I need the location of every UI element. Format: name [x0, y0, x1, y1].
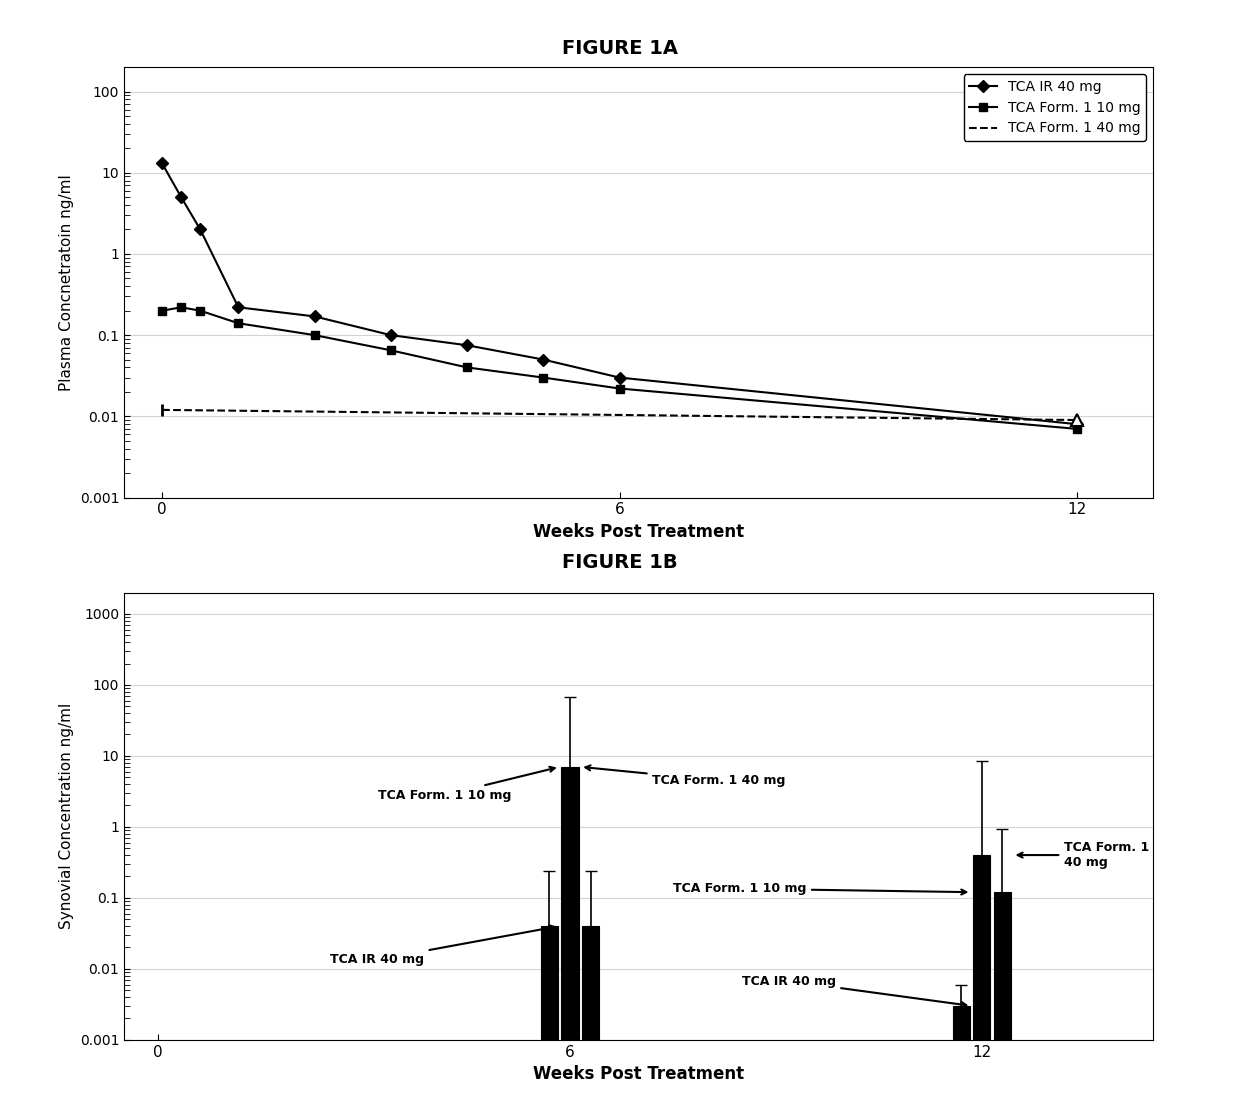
TCA IR 40 mg	[1070, 417, 1085, 430]
Text: TCA Form. 1 40 mg: TCA Form. 1 40 mg	[585, 766, 786, 787]
Text: TCA IR 40 mg: TCA IR 40 mg	[742, 975, 966, 1007]
Legend: TCA IR 40 mg, TCA Form. 1 10 mg, TCA Form. 1 40 mg: TCA IR 40 mg, TCA Form. 1 10 mg, TCA For…	[963, 74, 1146, 141]
TCA IR 40 mg	[192, 222, 207, 236]
Text: TCA Form. 1 10 mg: TCA Form. 1 10 mg	[673, 882, 966, 896]
Y-axis label: Plasma Concnetratoin ng/ml: Plasma Concnetratoin ng/ml	[60, 174, 74, 390]
TCA IR 40 mg	[536, 353, 551, 367]
Bar	[993, 892, 1011, 1118]
TCA Form. 1 10 mg	[192, 304, 207, 318]
TCA IR 40 mg	[231, 301, 246, 314]
X-axis label: Weeks Post Treatment: Weeks Post Treatment	[533, 523, 744, 541]
TCA IR 40 mg	[460, 339, 475, 352]
Line: TCA IR 40 mg: TCA IR 40 mg	[157, 159, 1081, 428]
Line: TCA Form. 1 10 mg: TCA Form. 1 10 mg	[157, 303, 1081, 433]
Bar	[541, 926, 558, 1118]
Text: TCA Form. 1
40 mg: TCA Form. 1 40 mg	[1018, 841, 1149, 869]
TCA Form. 1 10 mg	[231, 316, 246, 330]
TCA Form. 1 10 mg	[174, 301, 188, 314]
TCA Form. 1 10 mg	[460, 361, 475, 375]
TCA IR 40 mg	[613, 371, 627, 385]
TCA Form. 1 10 mg	[383, 343, 398, 357]
Bar	[562, 767, 579, 1118]
TCA IR 40 mg	[383, 329, 398, 342]
Text: FIGURE 1A: FIGURE 1A	[562, 39, 678, 58]
TCA IR 40 mg	[174, 190, 188, 203]
X-axis label: Weeks Post Treatment: Weeks Post Treatment	[533, 1065, 744, 1083]
TCA Form. 1 10 mg	[536, 371, 551, 385]
TCA IR 40 mg	[155, 157, 170, 170]
TCA Form. 1 10 mg	[308, 329, 322, 342]
Text: TCA IR 40 mg: TCA IR 40 mg	[330, 926, 554, 966]
Y-axis label: Synovial Concentration ng/ml: Synovial Concentration ng/ml	[60, 703, 74, 929]
TCA IR 40 mg	[308, 310, 322, 323]
TCA Form. 1 10 mg	[1070, 423, 1085, 436]
Bar	[973, 855, 991, 1118]
Bar	[952, 1006, 970, 1118]
Bar	[582, 926, 599, 1118]
TCA Form. 1 10 mg	[155, 304, 170, 318]
Text: FIGURE 1B: FIGURE 1B	[562, 553, 678, 572]
TCA Form. 1 10 mg	[613, 382, 627, 396]
Text: TCA Form. 1 10 mg: TCA Form. 1 10 mg	[378, 767, 554, 802]
